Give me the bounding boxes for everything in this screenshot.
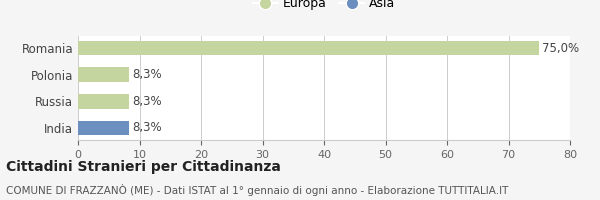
Text: 8,3%: 8,3% [132, 68, 162, 81]
Bar [78, 41, 539, 55]
Bar [78, 121, 129, 135]
Bar [78, 67, 129, 82]
Text: 75,0%: 75,0% [542, 42, 580, 55]
Text: Cittadini Stranieri per Cittadinanza: Cittadini Stranieri per Cittadinanza [6, 160, 281, 174]
Bar [78, 94, 129, 109]
Legend: Europa, Asia: Europa, Asia [248, 0, 400, 15]
Text: 8,3%: 8,3% [132, 121, 162, 134]
Text: COMUNE DI FRAZZANÒ (ME) - Dati ISTAT al 1° gennaio di ogni anno - Elaborazione T: COMUNE DI FRAZZANÒ (ME) - Dati ISTAT al … [6, 184, 508, 196]
Text: 8,3%: 8,3% [132, 95, 162, 108]
